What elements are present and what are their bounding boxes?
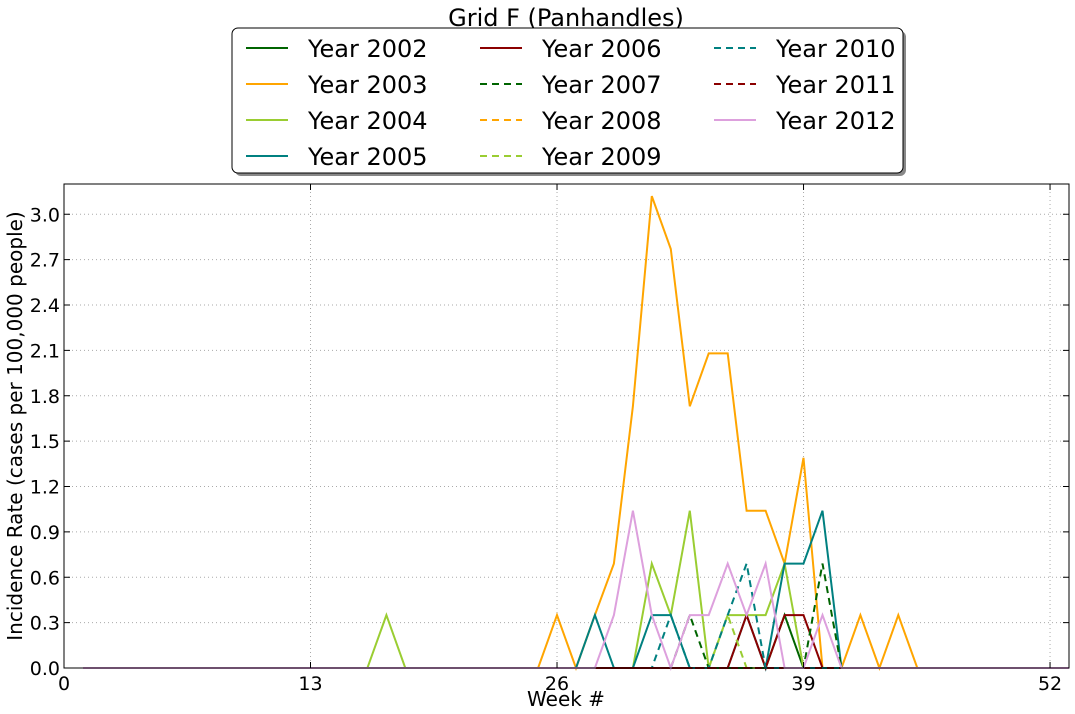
legend-label: Year 2011 bbox=[775, 71, 896, 99]
y-tick-label: 0.0 bbox=[30, 658, 60, 680]
series-line bbox=[83, 195, 1069, 671]
series-line bbox=[83, 510, 1069, 669]
series-line bbox=[83, 510, 1069, 671]
legend-label: Year 2010 bbox=[775, 35, 896, 63]
x-tick-label: 0 bbox=[58, 673, 70, 695]
legend-label: Year 2007 bbox=[541, 71, 662, 99]
x-tick-label: 13 bbox=[298, 673, 322, 695]
legend-label: Year 2004 bbox=[307, 107, 428, 135]
series-line bbox=[83, 510, 1069, 672]
x-tick-label: 39 bbox=[791, 673, 815, 695]
y-tick-label: 1.5 bbox=[30, 431, 60, 453]
legend-label: Year 2006 bbox=[541, 35, 662, 63]
series-group bbox=[83, 195, 1069, 672]
legend-label: Year 2008 bbox=[541, 107, 662, 135]
y-tick-label: 2.7 bbox=[30, 250, 60, 272]
legend-label: Year 2012 bbox=[775, 107, 896, 135]
y-axis-label: Incidence Rate (cases per 100,000 people… bbox=[3, 211, 27, 640]
grid bbox=[64, 184, 1069, 668]
y-tick-label: 2.1 bbox=[30, 340, 60, 362]
series-line bbox=[83, 563, 1069, 669]
plot-frame bbox=[63, 183, 1070, 669]
y-tick-label: 0.9 bbox=[30, 522, 60, 544]
y-tick-label: 3.0 bbox=[30, 204, 60, 226]
x-tick-label: 26 bbox=[545, 673, 569, 695]
y-tick-label: 0.6 bbox=[30, 567, 60, 589]
legend-box bbox=[231, 27, 904, 174]
y-tick-label: 0.3 bbox=[30, 613, 60, 635]
legend-label: Year 2009 bbox=[541, 143, 662, 171]
x-tick-label: 52 bbox=[1038, 673, 1062, 695]
y-tick-label: 1.2 bbox=[30, 477, 60, 499]
chart-title: Grid F (Panhandles) bbox=[448, 4, 684, 32]
x-axis-label: Week # bbox=[527, 687, 605, 711]
legend-label: Year 2003 bbox=[307, 71, 428, 99]
legend-label: Year 2005 bbox=[307, 143, 428, 171]
y-tick-label: 2.4 bbox=[30, 295, 60, 317]
legend: Year 2002 Year 2003 Year 2004 Year 2005 Year… bbox=[231, 27, 906, 176]
axis-ticks: 0 13 26 39 52 0.0 0.3 0.6 0.9 1.2 1.5 1.8 2.1 2.4 2.7 3… bbox=[30, 184, 1069, 695]
legend-label: Year 2002 bbox=[307, 35, 428, 63]
series-line bbox=[83, 559, 1069, 669]
y-tick-label: 1.8 bbox=[30, 386, 60, 408]
